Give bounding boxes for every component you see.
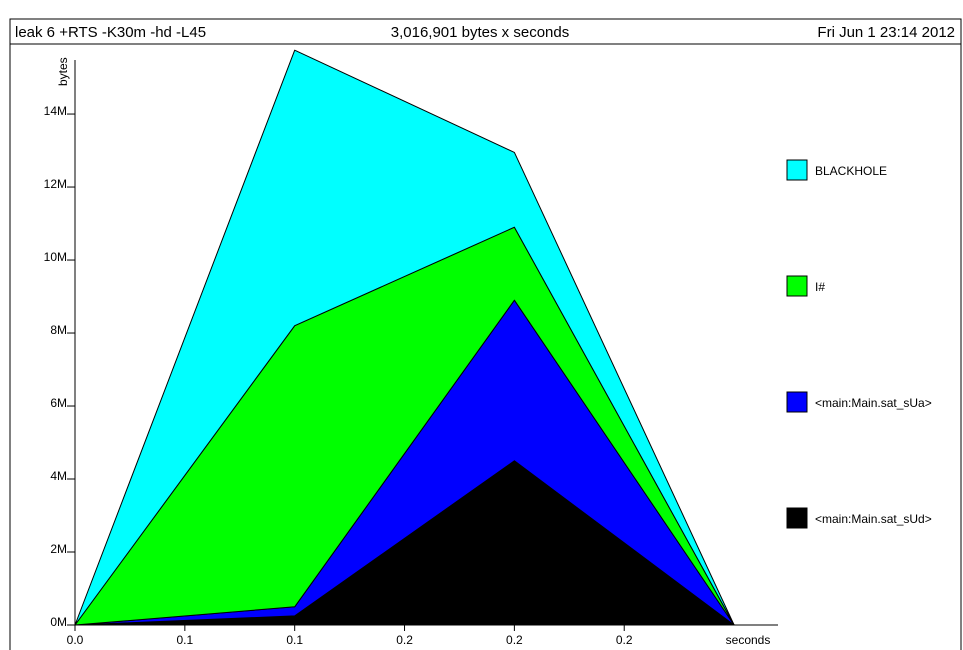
x-tick-label: 0.2: [396, 633, 413, 647]
x-axis-label: seconds: [726, 633, 771, 647]
plot-frame: [9, 43, 962, 650]
y-tick-label: 6M: [50, 396, 67, 410]
y-tick-label: 0M: [50, 615, 67, 629]
header-frame: [9, 18, 962, 45]
profile-date-label: Fri Jun 1 23:14 2012: [817, 24, 955, 41]
y-axis-label: bytes: [56, 57, 70, 86]
stacked-areas: [74, 49, 735, 626]
total-bytes-seconds-label: 3,016,901 bytes x seconds: [391, 24, 569, 41]
y-tick-label: 10M: [44, 250, 67, 264]
legend-entry-label: <main:Main.sat_sUd>: [815, 512, 932, 526]
legend: BLACKHOLE I# <main:Main.sat_sUa> <main:Main…: [786, 159, 932, 529]
legend-swatch: [786, 275, 808, 297]
y-tick-label: 4M: [50, 469, 67, 483]
y-tick-label: 2M: [50, 542, 67, 556]
legend-swatch: [786, 159, 808, 181]
x-tick-label: 0.1: [286, 633, 303, 647]
legend-entry-label: I#: [815, 280, 825, 294]
x-tick-label: 0.0: [67, 633, 84, 647]
program-command-label: leak 6 +RTS -K30m -hd -L45: [15, 24, 206, 41]
x-tick-label: 0.2: [616, 633, 633, 647]
x-axis-ticks: 0.0 0.1 0.1 0.2 0.2 0.2: [67, 625, 633, 647]
x-tick-label: 0.2: [506, 633, 523, 647]
legend-entry-label: <main:Main.sat_sUa>: [815, 396, 932, 410]
x-tick-label: 0.1: [177, 633, 194, 647]
y-tick-label: 14M: [44, 104, 67, 118]
legend-entry-label: BLACKHOLE: [815, 164, 887, 178]
y-axis-ticks: 0M 2M 4M 6M 8M 10M 12M 14M: [44, 104, 75, 629]
y-tick-label: 12M: [44, 177, 67, 191]
legend-swatch: [786, 507, 808, 529]
y-tick-label: 8M: [50, 323, 67, 337]
legend-swatch: [786, 391, 808, 413]
